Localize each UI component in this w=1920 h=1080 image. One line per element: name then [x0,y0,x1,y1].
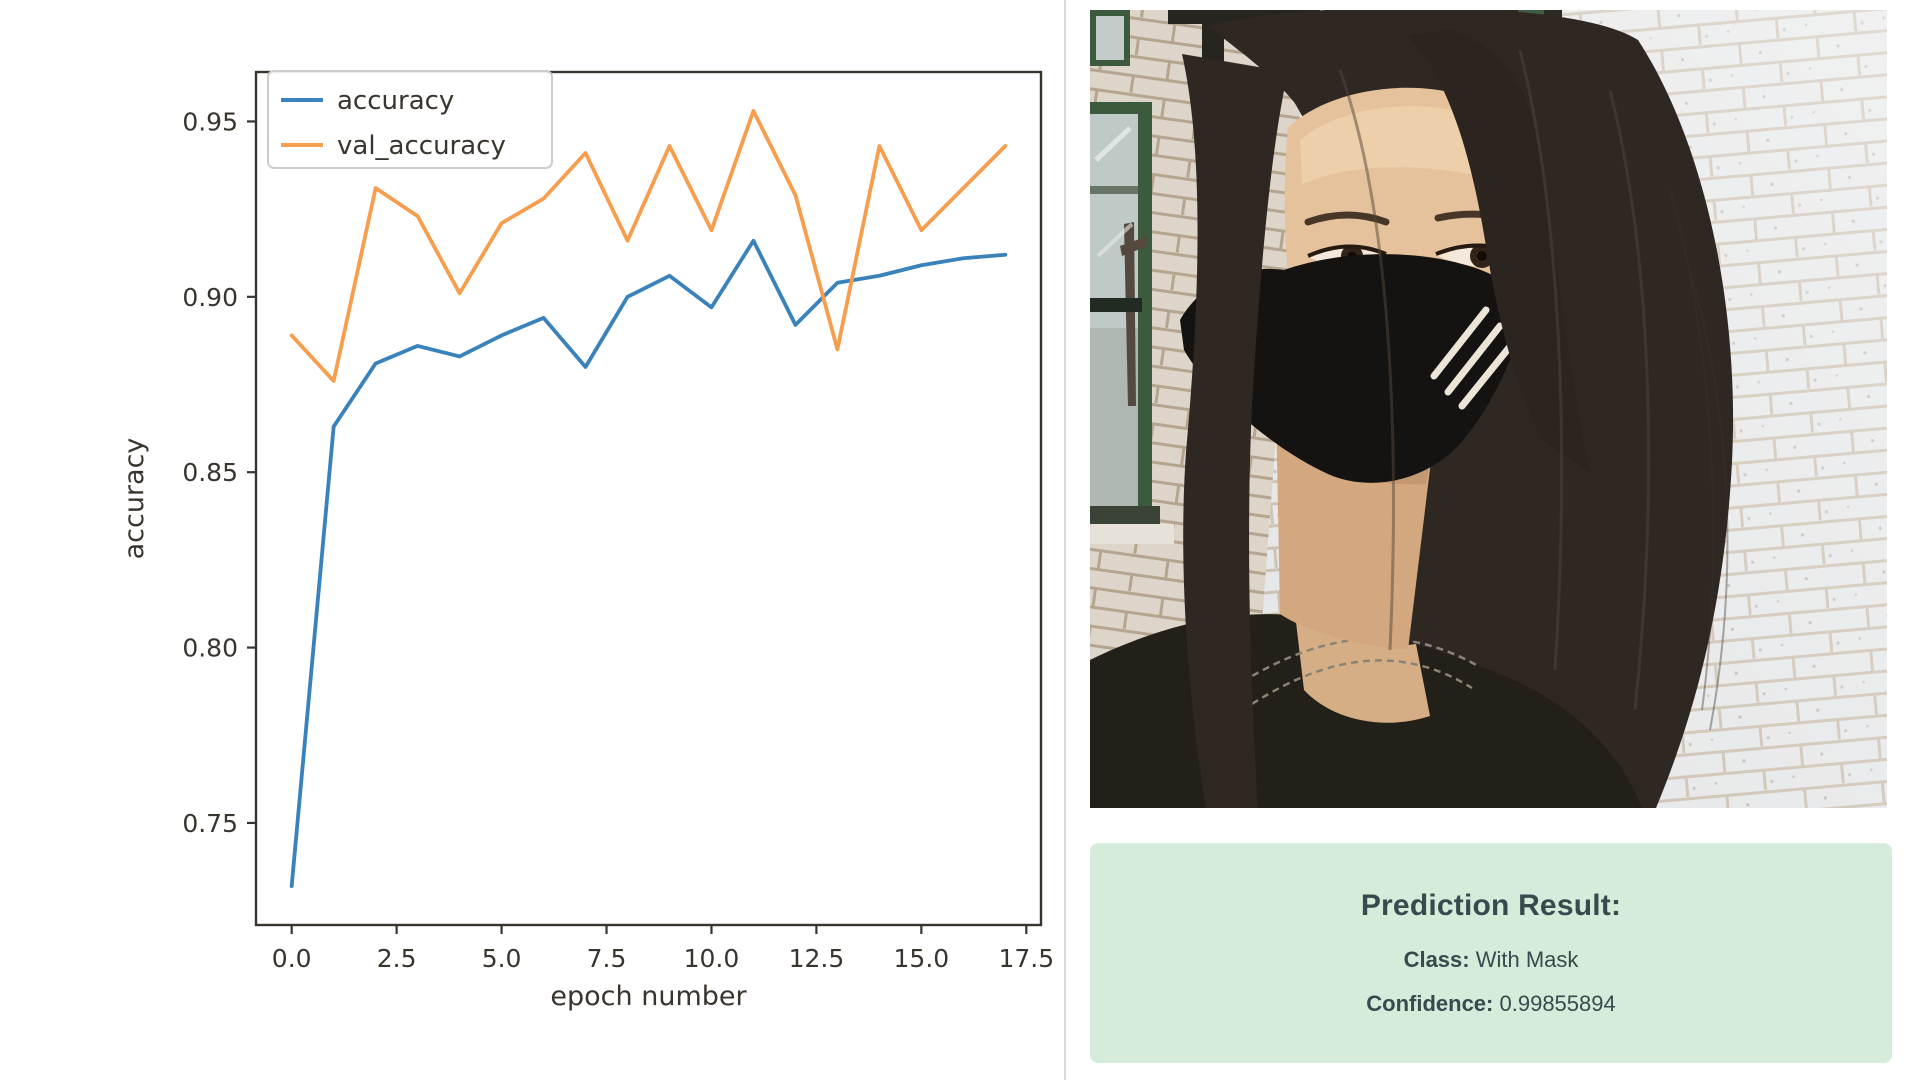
y-tick-label: 0.80 [182,634,238,663]
x-tick-label: 12.5 [789,944,845,973]
forehead-highlight [1300,106,1496,185]
legend-label: val_accuracy [337,131,506,161]
x-tick-label: 0.0 [272,944,312,973]
x-tick-label: 15.0 [894,944,950,973]
masked-person-illustration [1090,10,1887,808]
mask-stripes [1430,306,1516,410]
confidence-label: Confidence: [1366,991,1494,1016]
collar-stitching-2 [1251,659,1473,706]
prediction-result-panel: Prediction Result: Class: With Mask Conf… [1090,843,1892,1063]
person [1090,10,1734,808]
legend-label: accuracy [337,86,454,116]
prediction-result-title: Prediction Result: [1360,889,1622,922]
loose-hair-strands [1669,189,1729,731]
x-tick-label: 7.5 [587,944,627,973]
x-tick-label: 5.0 [482,944,522,973]
x-tick-label: 2.5 [377,944,417,973]
y-tick-label: 0.85 [182,458,238,487]
training-chart-pane: 0.0 2.5 5.0 7.5 10.0 12.5 15.0 17.5 0.75 0.80 0.85… [0,0,1080,1080]
legend-box [267,70,553,169]
eyebrow-left [1304,211,1390,226]
class-label: Class: [1403,947,1470,972]
y-axis-label: accuracy [119,438,150,560]
plot-box [254,70,1043,927]
hair-front-lock [1408,30,1590,472]
small-corner-glass [1096,16,1124,60]
y-tick-label: 0.75 [182,809,238,838]
prediction-image [1090,10,1887,808]
pupil-right [1477,251,1487,261]
pane-divider [1064,0,1066,1080]
left-window [1090,102,1174,544]
figure-background [0,0,1080,1080]
hair-left-strand [1182,54,1288,808]
prediction-confidence-line: Confidence: 0.99855894 [1366,991,1615,1017]
face-mask [1180,254,1525,483]
prediction-class-line: Class: With Mask [1404,947,1579,973]
x-tick-label: 10.0 [684,944,740,973]
x-tick-label: 17.5 [998,944,1054,973]
series-line-val_accuracy [289,109,1008,383]
training-accuracy-chart: 0.0 2.5 5.0 7.5 10.0 12.5 15.0 17.5 0.75 0.80 0.85… [0,0,1080,1080]
series-line-accuracy [289,238,1008,888]
x-axis-label: epoch number [550,981,747,1012]
confidence-value: 0.99855894 [1499,991,1616,1016]
y-tick-label: 0.90 [182,283,238,312]
y-tick-label: 0.95 [182,107,238,136]
hair-highlights [1338,49,1651,711]
class-value: With Mask [1475,947,1579,972]
